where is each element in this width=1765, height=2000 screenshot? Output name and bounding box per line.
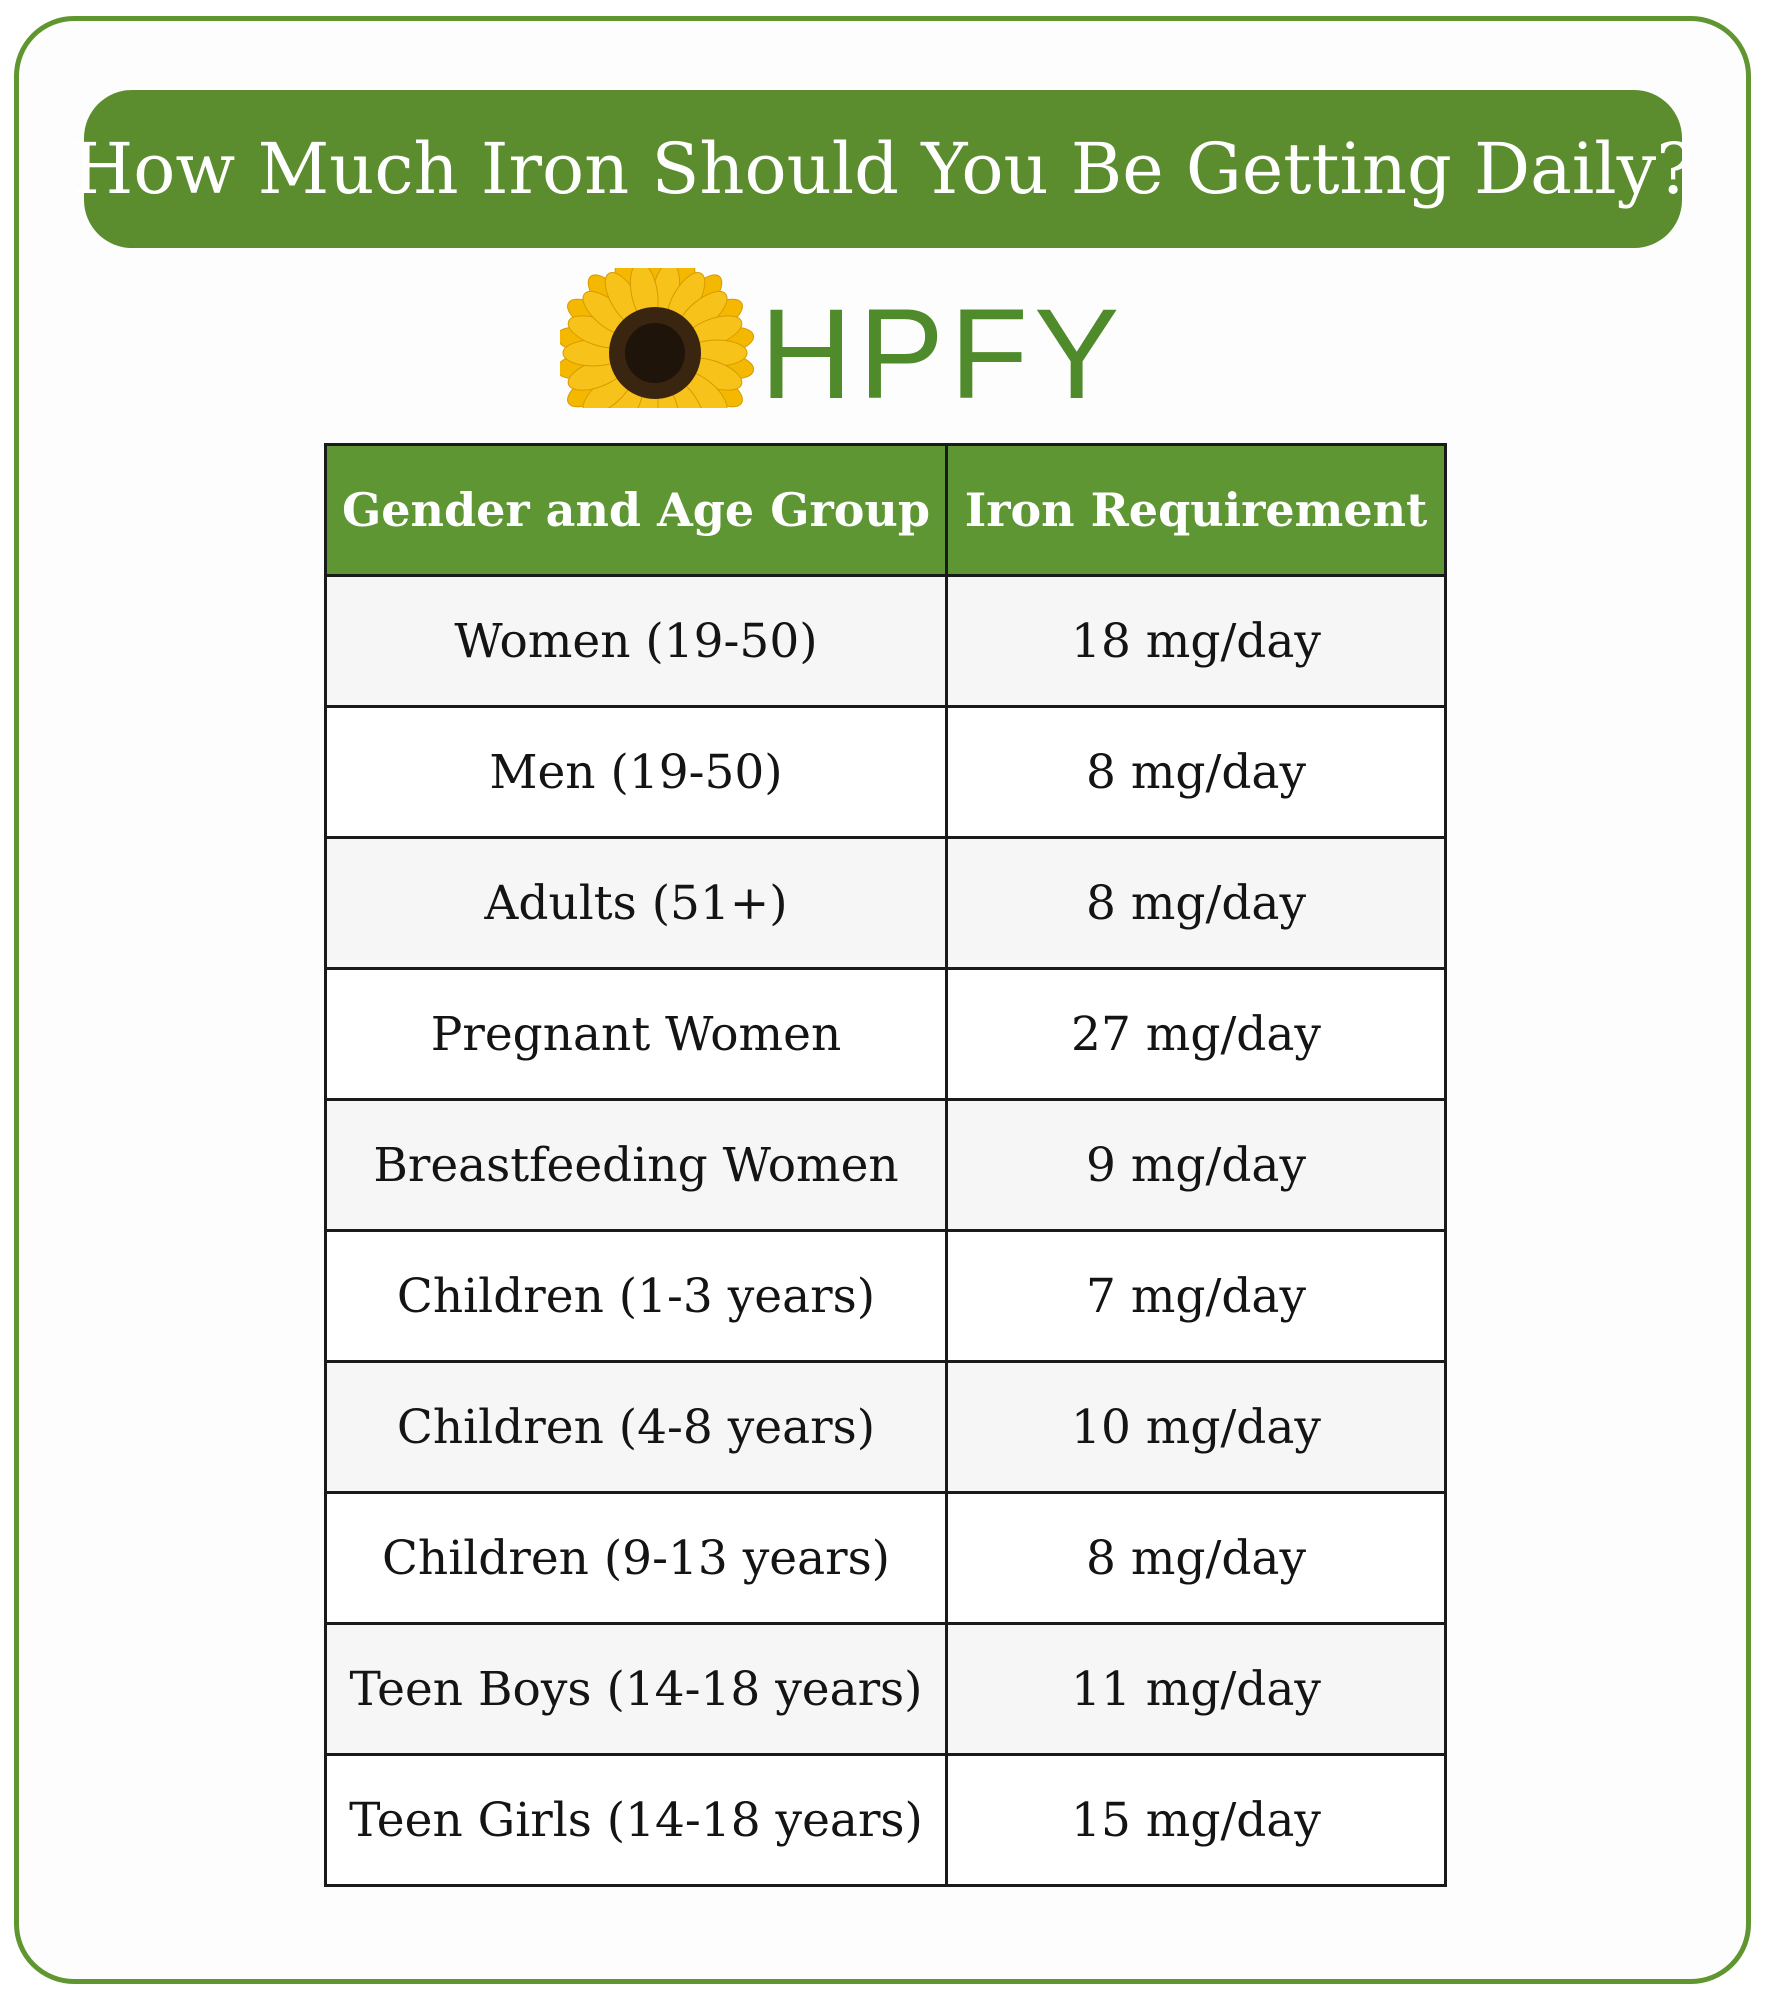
cell-group: Women (19-50) bbox=[324, 574, 948, 708]
table-row: Men (19-50) 8 mg/day bbox=[324, 705, 1447, 839]
cell-group: Children (9-13 years) bbox=[324, 1491, 948, 1625]
cell-requirement: 11 mg/day bbox=[945, 1622, 1447, 1756]
table-row: Children (4-8 years) 10 mg/day bbox=[324, 1360, 1447, 1494]
table-row: Teen Boys (14-18 years) 11 mg/day bbox=[324, 1622, 1447, 1756]
cell-requirement: 9 mg/day bbox=[945, 1098, 1447, 1232]
sunflower-icon: HPFY bbox=[560, 268, 1125, 408]
table-row: Women (19-50) 18 mg/day bbox=[324, 574, 1447, 708]
table-header-row: Gender and Age Group Iron Requirement bbox=[324, 443, 1447, 577]
cell-group: Pregnant Women bbox=[324, 967, 948, 1101]
cell-requirement: 18 mg/day bbox=[945, 574, 1447, 708]
cell-requirement: 27 mg/day bbox=[945, 967, 1447, 1101]
table-row: Pregnant Women 27 mg/day bbox=[324, 967, 1447, 1101]
table-row: Children (9-13 years) 8 mg/day bbox=[324, 1491, 1447, 1625]
cell-group: Breastfeeding Women bbox=[324, 1098, 948, 1232]
cell-group: Children (1-3 years) bbox=[324, 1229, 948, 1363]
column-header-group: Gender and Age Group bbox=[324, 443, 948, 577]
logo-wordmark: HPFY bbox=[760, 283, 1125, 408]
cell-group: Adults (51+) bbox=[324, 836, 948, 970]
cell-group: Teen Girls (14-18 years) bbox=[324, 1753, 948, 1887]
hpfy-logo: HPFY bbox=[560, 268, 1210, 408]
cell-requirement: 8 mg/day bbox=[945, 1491, 1447, 1625]
table-row: Children (1-3 years) 7 mg/day bbox=[324, 1229, 1447, 1363]
cell-group: Teen Boys (14-18 years) bbox=[324, 1622, 948, 1756]
cell-requirement: 15 mg/day bbox=[945, 1753, 1447, 1887]
page-title: How Much Iron Should You Be Getting Dail… bbox=[72, 128, 1694, 210]
cell-requirement: 8 mg/day bbox=[945, 836, 1447, 970]
table-row: Teen Girls (14-18 years) 15 mg/day bbox=[324, 1753, 1447, 1887]
cell-group: Men (19-50) bbox=[324, 705, 948, 839]
table-row: Breastfeeding Women 9 mg/day bbox=[324, 1098, 1447, 1232]
column-header-requirement: Iron Requirement bbox=[945, 443, 1447, 577]
cell-group: Children (4-8 years) bbox=[324, 1360, 948, 1494]
cell-requirement: 8 mg/day bbox=[945, 705, 1447, 839]
cell-requirement: 7 mg/day bbox=[945, 1229, 1447, 1363]
title-banner: How Much Iron Should You Be Getting Dail… bbox=[72, 90, 1694, 248]
cell-requirement: 10 mg/day bbox=[945, 1360, 1447, 1494]
iron-requirement-table: Gender and Age Group Iron Requirement Wo… bbox=[324, 443, 1447, 1887]
table-row: Adults (51+) 8 mg/day bbox=[324, 836, 1447, 970]
